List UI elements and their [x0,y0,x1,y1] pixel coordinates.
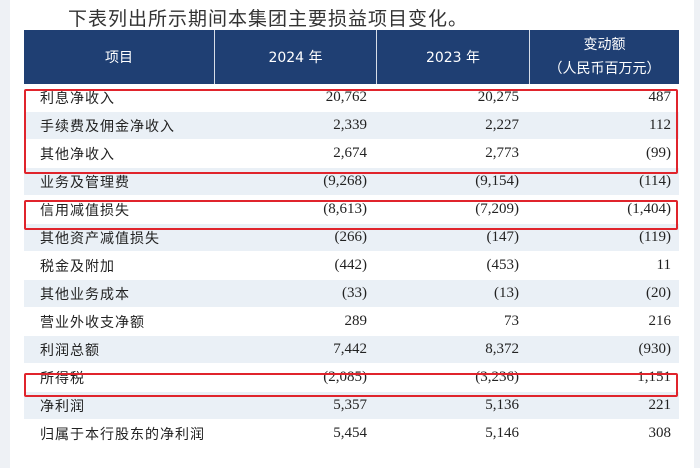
value-2023: (453) [486,257,520,273]
value-2023: (3,236) [475,369,519,385]
value-2023: (147) [486,229,520,245]
value-2023: 73 [504,313,519,329]
value-change: 216 [648,313,672,329]
value-2023: (13) [494,285,519,301]
row-name: 信用减值损失 [40,202,130,219]
value-2023: 8,372 [485,341,519,357]
table-row: 营业外收支净额 289 73 216 [24,308,679,336]
row-name: 其他净收入 [40,146,115,163]
value-2024: 5,454 [333,425,367,441]
value-2024: 7,442 [333,341,367,357]
value-2024: 20,762 [325,89,367,105]
value-2023: 5,136 [485,397,519,413]
header-unit: （人民币百万元） [548,61,661,77]
income-statement-table: 项目 2024 年 2023 年 变动额 （人民币百万元） 利息净收入 20,76… [24,30,679,448]
value-2023: 2,227 [485,117,519,133]
header-2023: 2023 年 [376,30,529,84]
table-header: 项目 2024 年 2023 年 变动额 （人民币百万元） [24,30,679,84]
header-change-label: 变动额 [583,37,626,53]
header-item: 项目 [105,50,133,66]
header-2024: 2024 年 [214,30,376,84]
table-row: 其他业务成本 (33) (13) (20) [24,280,679,308]
value-change: 487 [648,89,672,105]
table-row: 净利润 5,357 5,136 221 [24,392,679,420]
table-body: 利息净收入 20,762 20,275 487 手续费及佣金净收入 2,339 2,227 1… [24,84,679,448]
row-name: 营业外收支净额 [40,314,145,331]
value-2023: 5,146 [485,425,519,441]
value-change: 1,151 [637,369,671,385]
value-change: 11 [656,257,671,273]
row-name: 业务及管理费 [40,174,130,191]
table-row: 所得税 (2,085) (3,236) 1,151 [24,364,679,392]
table-row: 利息净收入 20,762 20,275 487 [24,84,679,112]
table-row: 业务及管理费 (9,268) (9,154) (114) [24,168,679,196]
value-2023: 20,275 [477,89,519,105]
value-change: (99) [646,145,671,161]
value-change: (20) [646,285,671,301]
row-name: 利润总额 [40,342,100,359]
value-2024: 2,674 [333,145,367,161]
value-2024: 289 [344,313,368,329]
row-name: 利息净收入 [40,90,115,107]
row-name: 所得税 [40,370,85,387]
table-row: 其他净收入 2,674 2,773 (99) [24,140,679,168]
value-change: 308 [648,425,672,441]
row-name: 其他资产减值损失 [40,230,160,247]
table-row: 其他资产减值损失 (266) (147) (119) [24,224,679,252]
value-change: (119) [639,229,671,245]
row-name: 手续费及佣金净收入 [40,118,175,135]
value-2024: 2,339 [333,117,367,133]
value-2024: 5,357 [333,397,367,413]
table-row: 归属于本行股东的净利润 5,454 5,146 308 [24,420,679,448]
row-name: 净利润 [40,398,85,415]
value-change: (1,404) [627,201,671,217]
value-change: (114) [639,173,671,189]
value-change: (930) [638,341,672,357]
document-page: 下表列出所示期间本集团主要损益项目变化。 项目 2024 年 2023 年 变动… [10,0,694,468]
row-name: 税金及附加 [40,258,115,275]
table-row: 税金及附加 (442) (453) 11 [24,252,679,280]
intro-text: 下表列出所示期间本集团主要损益项目变化。 [68,8,469,30]
value-2024: (33) [342,285,367,301]
value-2024: (9,268) [323,173,367,189]
value-2024: (2,085) [323,369,367,385]
value-2024: (442) [334,257,368,273]
header-change: 变动额 （人民币百万元） [529,30,679,84]
row-name: 归属于本行股东的净利润 [40,426,205,443]
value-change: 112 [649,117,671,133]
value-2024: (8,613) [323,201,367,217]
table-row: 手续费及佣金净收入 2,339 2,227 112 [24,112,679,140]
value-2023: (9,154) [475,173,519,189]
row-name: 其他业务成本 [40,286,130,303]
value-2023: 2,773 [485,145,519,161]
value-2023: (7,209) [475,201,519,217]
table-row: 信用减值损失 (8,613) (7,209) (1,404) [24,196,679,224]
table-row: 利润总额 7,442 8,372 (930) [24,336,679,364]
value-2024: (266) [334,229,368,245]
value-change: 221 [648,397,672,413]
